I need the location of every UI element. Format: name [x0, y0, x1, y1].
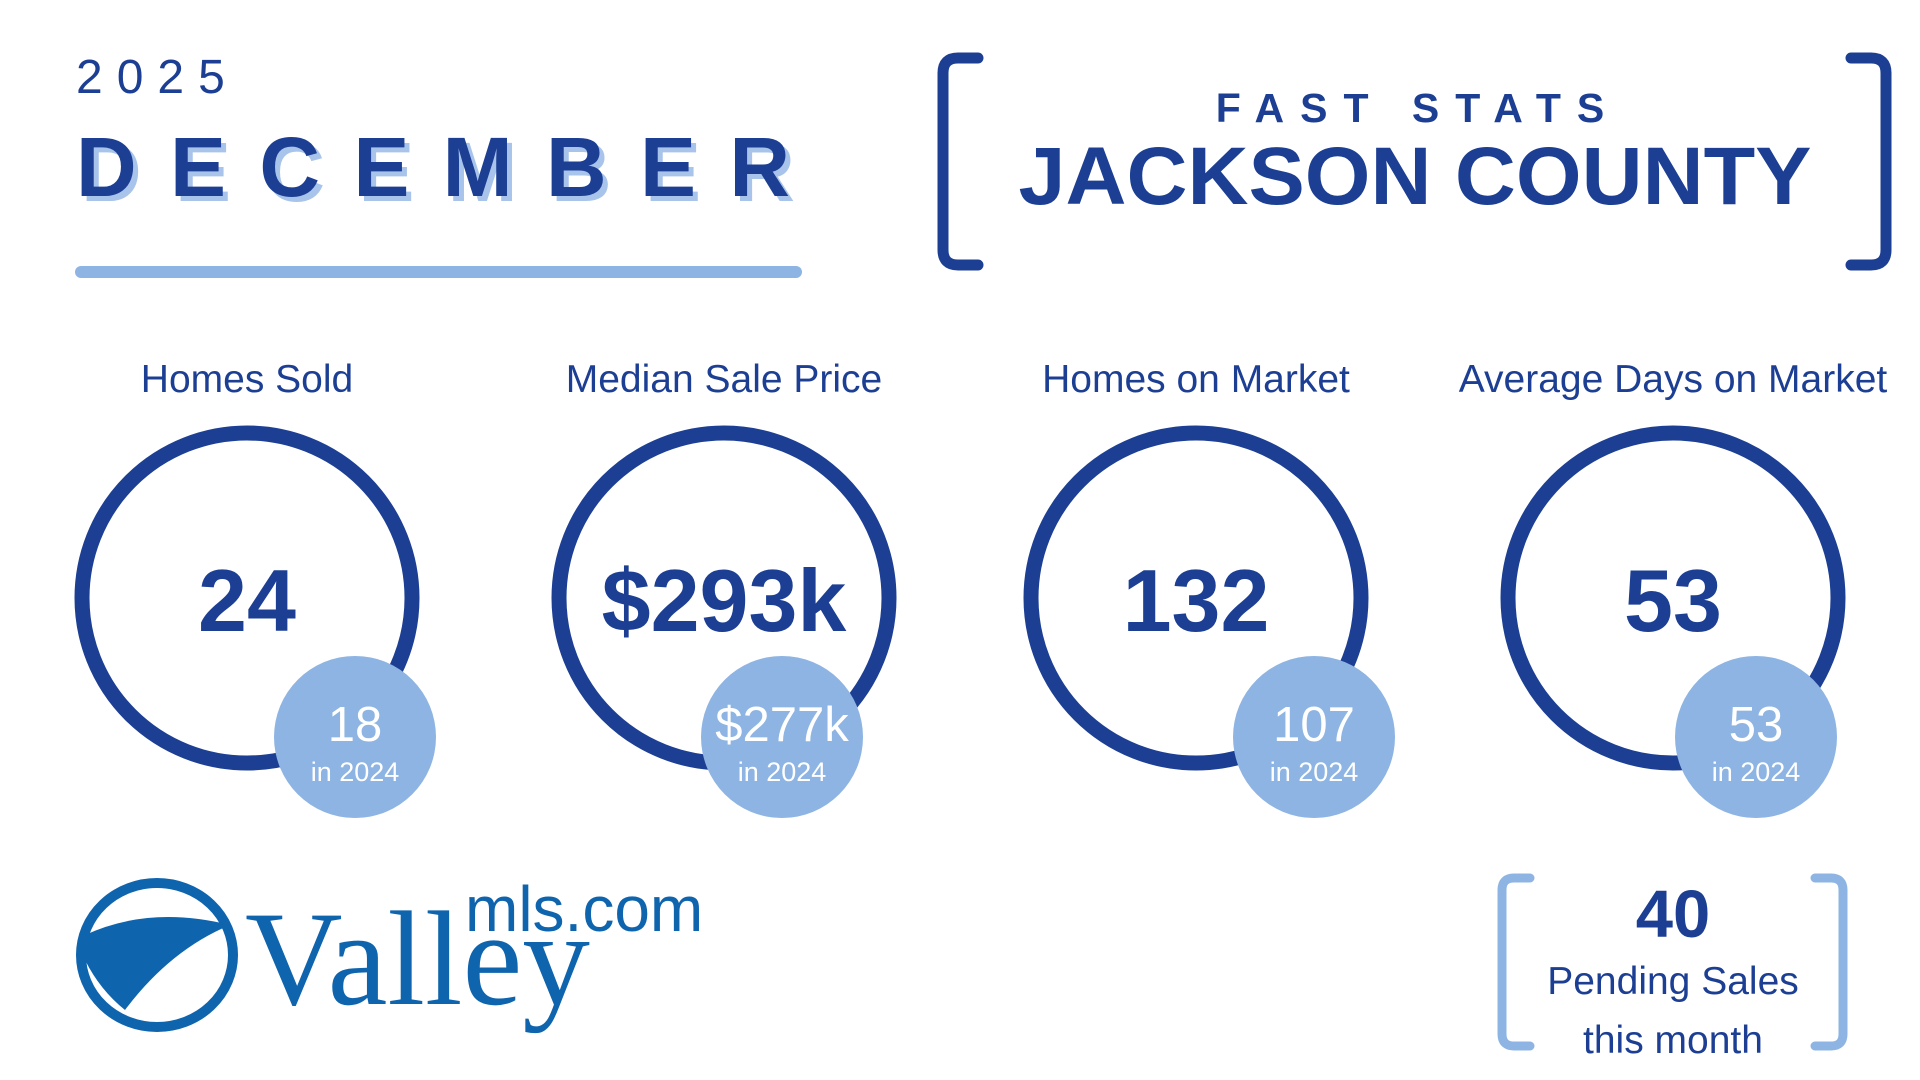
logo: Valley mls.com [76, 873, 703, 1034]
previous-label: in 2024 [1270, 757, 1359, 787]
previous-value: 53 [1729, 698, 1784, 752]
stat-value: 24 [198, 551, 296, 650]
logo-name: Valley [245, 885, 590, 1034]
previous-label: in 2024 [738, 757, 827, 787]
previous-label: in 2024 [1712, 757, 1801, 787]
stat-ring [74, 425, 420, 771]
stat-value: $293k [602, 551, 848, 650]
previous-value: 18 [328, 698, 383, 752]
stat-label: Homes on Market [1042, 358, 1350, 401]
pending-bracket-left [1497, 873, 1535, 1051]
stat-value: 132 [1123, 551, 1270, 650]
logo-domain: mls.com [465, 873, 703, 945]
pending-label: this month [1583, 1019, 1763, 1062]
kicker: FAST STATS [1216, 85, 1620, 131]
logo-ring [76, 878, 238, 1032]
bracket-left [937, 52, 984, 271]
county: JACKSON COUNTY [1019, 131, 1812, 222]
stat-ring [1023, 425, 1369, 771]
previous-label: in 2024 [311, 757, 400, 787]
previous-badge [274, 656, 436, 818]
previous-badge [701, 656, 863, 818]
previous-value: $277k [715, 698, 849, 752]
stat-label: Median Sale Price [566, 358, 883, 401]
year: 2025 [76, 51, 239, 104]
previous-badge [1233, 656, 1395, 818]
stat-value: 53 [1624, 551, 1722, 650]
previous-value: 107 [1273, 698, 1355, 752]
logo-swoosh [85, 917, 230, 1010]
stat-label: Average Days on Market [1459, 358, 1888, 401]
pending-bracket-right [1810, 873, 1848, 1051]
bracket-right [1845, 52, 1892, 271]
previous-badge [1675, 656, 1837, 818]
pending-value: 40 [1636, 877, 1711, 952]
stat-ring [1500, 425, 1846, 771]
stat-label: Homes Sold [141, 358, 353, 401]
pending-label: Pending Sales [1547, 960, 1799, 1003]
